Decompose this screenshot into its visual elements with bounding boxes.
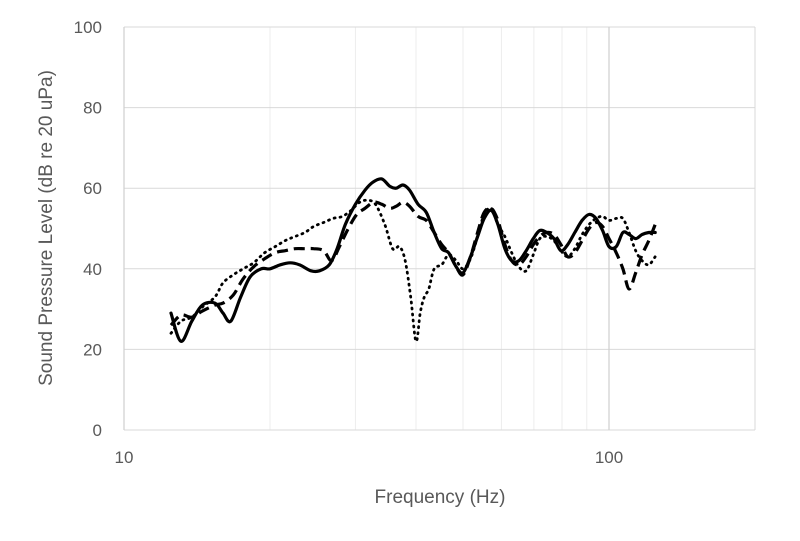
y-tick-label: 60 [83, 179, 102, 198]
y-axis-title: Sound Pressure Level (dB re 20 uPa) [36, 70, 57, 386]
minor-grid [269, 27, 588, 430]
x-axis-title: Frequency (Hz) [375, 487, 506, 508]
y-tick-label: 0 [93, 421, 102, 440]
y-tick-label: 100 [74, 18, 102, 37]
x-tick-labels: 10 100 [115, 448, 624, 467]
y-tick-label: 40 [83, 260, 102, 279]
series-layer [169, 177, 657, 343]
y-tick-label: 80 [83, 99, 102, 118]
series-line-dashed [169, 200, 657, 327]
major-grid [123, 26, 756, 431]
series-line-dotted [169, 198, 657, 343]
y-tick-labels: 0 20 40 60 80 100 [74, 18, 102, 440]
x-tick-label: 100 [595, 448, 623, 467]
series-line-solid [169, 177, 657, 343]
x-tick-label: 10 [115, 448, 134, 467]
y-tick-label: 20 [83, 340, 102, 359]
